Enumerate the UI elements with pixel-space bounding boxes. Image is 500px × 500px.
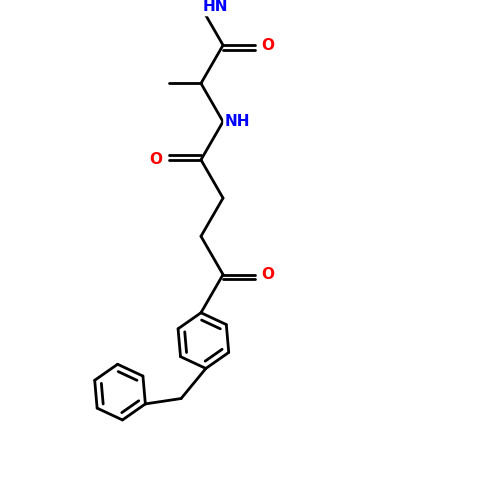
- Text: O: O: [261, 38, 274, 52]
- Text: O: O: [261, 267, 274, 282]
- Text: HN: HN: [203, 0, 228, 14]
- Text: NH: NH: [225, 114, 250, 129]
- Text: O: O: [149, 152, 162, 168]
